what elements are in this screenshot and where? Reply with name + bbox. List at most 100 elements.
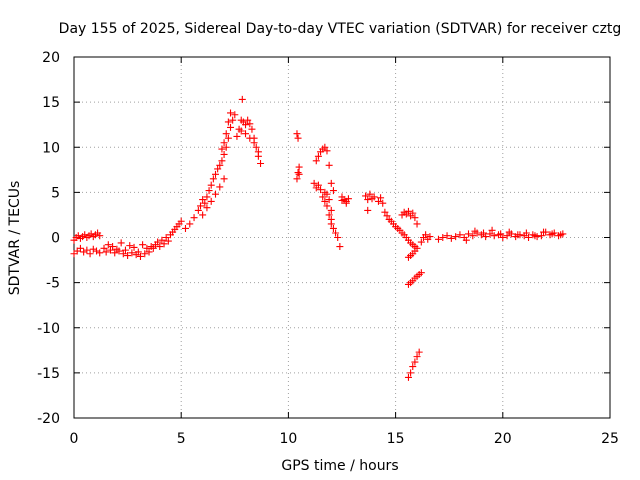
data-point: [238, 95, 246, 103]
data-point: [323, 147, 331, 155]
data-point: [190, 214, 198, 222]
data-point: [490, 232, 498, 240]
data-point: [294, 169, 302, 177]
data-point: [207, 197, 215, 205]
data-point: [336, 243, 344, 251]
data-point: [314, 152, 322, 160]
x-tick-label: 10: [279, 431, 297, 447]
data-point: [214, 165, 222, 173]
data-point: [227, 109, 235, 117]
data-point: [199, 211, 207, 219]
y-tick-label: 5: [51, 185, 60, 201]
grid-lines: [74, 57, 610, 418]
data-point: [411, 358, 419, 366]
data-point: [220, 139, 228, 147]
data-point: [199, 196, 207, 204]
data-point: [439, 234, 447, 241]
data-point: [525, 234, 533, 241]
data-point: [121, 246, 129, 254]
data-point: [323, 190, 331, 198]
data-point: [319, 193, 327, 201]
data-point: [194, 206, 202, 214]
data-point: [222, 130, 230, 138]
data-point: [329, 187, 337, 195]
chart-title: Day 155 of 2025, Sidereal Day-to-day VTE…: [59, 21, 622, 37]
data-point: [100, 244, 108, 252]
data-point: [119, 250, 127, 258]
data-point: [486, 230, 494, 238]
y-tick-label: 15: [42, 95, 60, 111]
data-point: [426, 233, 434, 241]
data-point: [327, 220, 335, 228]
data-point: [212, 190, 220, 198]
data-point: [415, 348, 423, 356]
x-axis-label: GPS time / hours: [281, 458, 398, 474]
data-point: [117, 239, 125, 247]
data-point: [464, 230, 472, 238]
y-tick-label: 20: [42, 50, 60, 66]
data-point: [409, 209, 417, 217]
data-point: [257, 159, 265, 167]
data-point: [209, 175, 217, 183]
data-point: [540, 228, 548, 236]
data-point: [181, 224, 189, 232]
data-point: [379, 199, 387, 207]
x-tick-label: 5: [177, 431, 186, 447]
data-point: [413, 244, 421, 252]
data-point: [124, 252, 132, 260]
axis-ticks: 0 5 10 15 20 25 -20 -15 -10 -5 0 5 10 15 20: [37, 50, 619, 447]
data-point: [325, 161, 333, 169]
data-point: [548, 230, 556, 238]
data-point: [205, 187, 213, 195]
data-point: [104, 241, 112, 249]
y-axis-label: SDTVAR / TECUs: [7, 181, 23, 296]
data-point: [531, 232, 539, 240]
data-point: [254, 152, 262, 160]
data-point: [317, 186, 325, 194]
data-point: [216, 183, 224, 191]
data-point: [452, 233, 460, 241]
data-point: [242, 121, 250, 129]
data-point: [422, 231, 430, 239]
data-point: [201, 199, 209, 207]
data-point: [332, 229, 340, 237]
data-point: [141, 250, 149, 258]
data-point: [334, 234, 342, 241]
data-point: [246, 120, 254, 128]
data-point: [220, 175, 228, 183]
data-point: [514, 231, 522, 239]
data-point: [83, 246, 91, 254]
data-point: [413, 353, 421, 361]
data-point: [111, 249, 119, 257]
data-point: [207, 181, 215, 189]
data-point: [469, 232, 477, 240]
data-point: [102, 248, 110, 256]
data-point: [374, 197, 382, 205]
data-point: [143, 244, 151, 252]
data-point: [409, 363, 417, 371]
data-point: [434, 235, 442, 243]
data-point: [480, 229, 488, 237]
data-point: [407, 369, 415, 377]
data-point: [212, 170, 220, 178]
data-point: [417, 238, 425, 246]
data-point: [293, 175, 301, 183]
data-point: [227, 123, 235, 131]
data-point: [76, 244, 84, 252]
y-tick-label: -15: [37, 366, 60, 382]
data-point: [404, 373, 412, 381]
data-point: [224, 134, 232, 142]
data-point: [557, 231, 565, 239]
data-point: [499, 234, 507, 241]
data-point: [177, 217, 185, 225]
data-point: [158, 236, 166, 244]
data-point: [377, 194, 385, 202]
data-point: [186, 220, 194, 228]
data-point: [413, 220, 421, 228]
data-point: [80, 248, 88, 256]
data-point: [149, 244, 157, 252]
data-point: [196, 202, 204, 210]
data-point: [220, 150, 228, 158]
y-tick-label: -20: [37, 411, 60, 427]
